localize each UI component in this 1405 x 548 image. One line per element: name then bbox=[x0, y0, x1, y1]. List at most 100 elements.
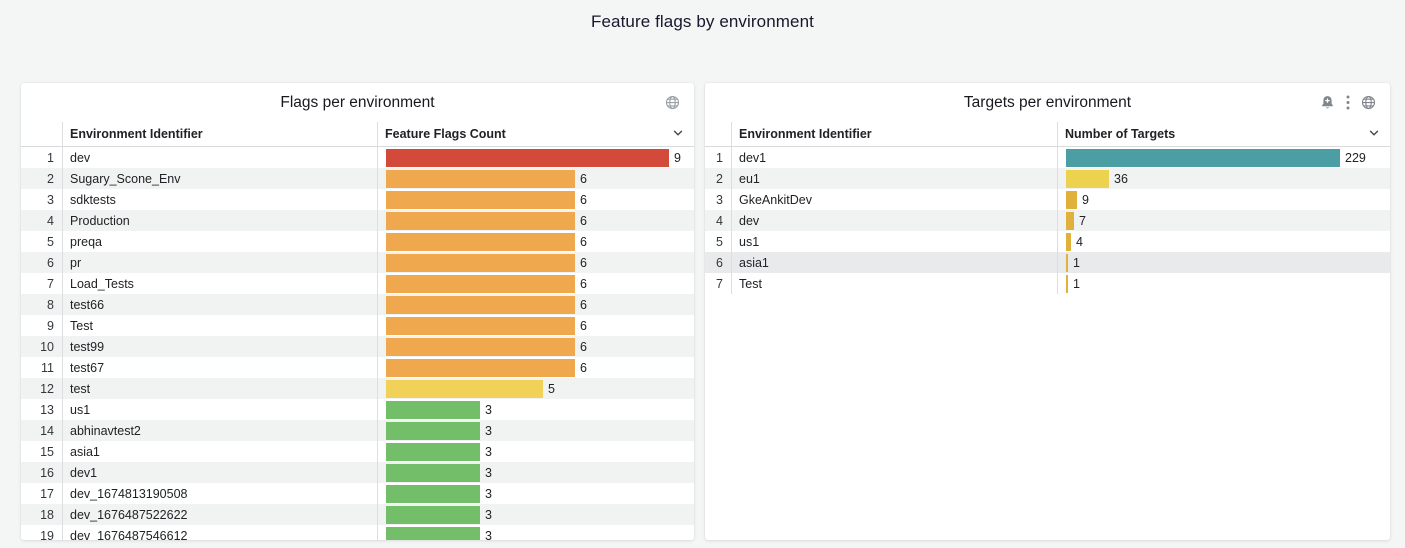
row-number: 5 bbox=[47, 234, 54, 249]
panel-header-icons bbox=[665, 83, 680, 122]
environment-identifier-cell: Test bbox=[62, 315, 377, 336]
row-number: 2 bbox=[716, 171, 723, 186]
value-label: 9 bbox=[674, 150, 681, 165]
value-bar-cell: 3 bbox=[377, 483, 694, 504]
value-label: 3 bbox=[485, 444, 492, 459]
value-label: 7 bbox=[1079, 213, 1086, 228]
environment-identifier-cell: pr bbox=[62, 252, 377, 273]
value-label: 229 bbox=[1345, 150, 1366, 165]
page-title: Feature flags by environment bbox=[591, 12, 814, 31]
value-bar bbox=[386, 148, 669, 167]
table-row: 16 dev1 3 bbox=[21, 462, 694, 483]
value-label: 3 bbox=[485, 507, 492, 522]
column-header-feature-flags-count[interactable]: Feature Flags Count bbox=[377, 122, 694, 146]
row-number: 11 bbox=[41, 360, 54, 375]
row-number: 6 bbox=[47, 255, 54, 270]
value-bar-cell: 6 bbox=[377, 273, 694, 294]
row-number: 18 bbox=[40, 507, 54, 522]
row-number: 17 bbox=[40, 486, 54, 501]
column-header-environment-identifier[interactable]: Environment Identifier bbox=[731, 122, 1057, 146]
environment-identifier-cell: us1 bbox=[731, 231, 1057, 252]
value-bar bbox=[386, 505, 480, 524]
environment-identifier-cell: test67 bbox=[62, 357, 377, 378]
value-bar bbox=[1066, 211, 1074, 230]
panel-header: Targets per environment bbox=[705, 83, 1390, 122]
value-bar bbox=[1066, 253, 1068, 272]
value-label: 3 bbox=[485, 486, 492, 501]
value-bar bbox=[386, 274, 575, 293]
value-bar-cell: 6 bbox=[377, 294, 694, 315]
globe-icon[interactable] bbox=[665, 95, 680, 110]
value-bar-cell: 4 bbox=[1057, 231, 1390, 252]
panel-title[interactable]: Flags per environment bbox=[280, 93, 435, 111]
table-row: 5 preqa 6 bbox=[21, 231, 694, 252]
environment-identifier-cell: dev bbox=[62, 147, 377, 168]
value-label: 1 bbox=[1073, 276, 1080, 291]
environment-identifier-cell: dev_1676487546612 bbox=[62, 525, 377, 540]
value-label: 6 bbox=[580, 297, 587, 312]
table-row: 19 dev_1676487546612 3 bbox=[21, 525, 694, 540]
value-bar-cell: 36 bbox=[1057, 168, 1390, 189]
table-row: 5 us1 4 bbox=[705, 231, 1390, 252]
value-bar bbox=[386, 484, 480, 503]
value-bar-cell: 3 bbox=[377, 462, 694, 483]
value-bar bbox=[1066, 232, 1071, 251]
value-label: 3 bbox=[485, 465, 492, 480]
table-body: 1 dev 9 2 Sugary_Scone_Env 6 3 sdktests 6 4 Produc… bbox=[21, 147, 694, 540]
value-bar bbox=[386, 526, 480, 540]
table-row: 3 sdktests 6 bbox=[21, 189, 694, 210]
environment-identifier-cell: GkeAnkitDev bbox=[731, 189, 1057, 210]
chevron-down-icon[interactable] bbox=[1368, 127, 1380, 142]
column-header-number-of-targets[interactable]: Number of Targets bbox=[1057, 122, 1390, 146]
row-number: 13 bbox=[40, 402, 54, 417]
value-bar-cell: 6 bbox=[377, 357, 694, 378]
environment-identifier-cell: dev1 bbox=[731, 147, 1057, 168]
value-bar-cell: 6 bbox=[377, 210, 694, 231]
environment-identifier-cell: dev_1674813190508 bbox=[62, 483, 377, 504]
row-number: 3 bbox=[47, 192, 54, 207]
environment-identifier-cell: abhinavtest2 bbox=[62, 420, 377, 441]
row-number: 7 bbox=[47, 276, 54, 291]
value-label: 9 bbox=[1082, 192, 1089, 207]
value-bar bbox=[386, 190, 575, 209]
value-bar bbox=[386, 169, 575, 188]
kebab-menu-icon[interactable] bbox=[1346, 95, 1350, 110]
value-label: 3 bbox=[485, 402, 492, 417]
column-header-label: Number of Targets bbox=[1065, 127, 1176, 141]
row-number-header bbox=[21, 122, 62, 146]
row-number: 19 bbox=[40, 528, 54, 541]
row-number: 15 bbox=[40, 444, 54, 459]
bell-plus-icon[interactable] bbox=[1320, 95, 1335, 111]
environment-identifier-cell: Production bbox=[62, 210, 377, 231]
value-bar bbox=[386, 442, 480, 461]
panel-flags-per-environment: Flags per environment Environment Identi… bbox=[21, 83, 694, 540]
value-bar-cell: 3 bbox=[377, 399, 694, 420]
chevron-down-icon[interactable] bbox=[672, 127, 684, 142]
row-number: 3 bbox=[716, 192, 723, 207]
row-number: 4 bbox=[47, 213, 54, 228]
panel-title[interactable]: Targets per environment bbox=[963, 93, 1132, 111]
environment-identifier-cell: us1 bbox=[62, 399, 377, 420]
table-row: 18 dev_1676487522622 3 bbox=[21, 504, 694, 525]
value-bar bbox=[386, 379, 543, 398]
row-number: 9 bbox=[47, 318, 54, 333]
value-bar-cell: 6 bbox=[377, 336, 694, 357]
value-bar bbox=[386, 421, 480, 440]
environment-identifier-cell: test99 bbox=[62, 336, 377, 357]
value-label: 6 bbox=[580, 255, 587, 270]
table-row: 7 Load_Tests 6 bbox=[21, 273, 694, 294]
table-row: 7 Test 1 bbox=[705, 273, 1390, 294]
value-bar bbox=[386, 316, 575, 335]
column-header-label: Feature Flags Count bbox=[385, 127, 506, 141]
globe-icon[interactable] bbox=[1361, 95, 1376, 110]
table-header: Environment Identifier Number of Targets bbox=[705, 122, 1390, 147]
table-row: 6 asia1 1 bbox=[705, 252, 1390, 273]
row-number-header bbox=[705, 122, 731, 146]
environment-identifier-cell: asia1 bbox=[731, 252, 1057, 273]
environment-identifier-cell: sdktests bbox=[62, 189, 377, 210]
environment-identifier-cell: asia1 bbox=[62, 441, 377, 462]
row-number: 10 bbox=[40, 339, 54, 354]
value-bar bbox=[1066, 148, 1340, 167]
column-header-environment-identifier[interactable]: Environment Identifier bbox=[62, 122, 377, 146]
table-row: 12 test 5 bbox=[21, 378, 694, 399]
